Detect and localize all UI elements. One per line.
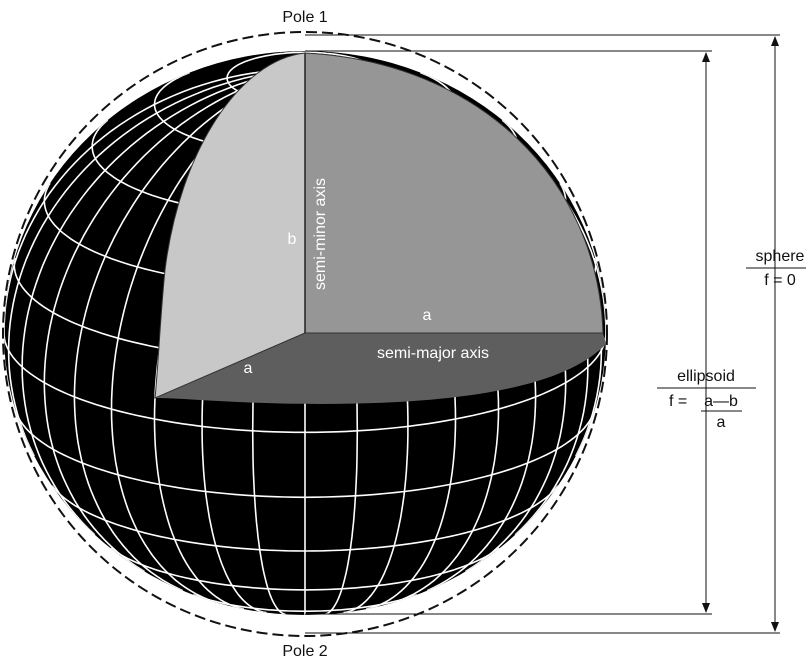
semi-major-axis-label: semi-major axis	[377, 345, 489, 362]
a-horizontal-label: a	[423, 307, 432, 324]
sphere-formula: f = 0	[764, 272, 796, 289]
reference-sphere-outline	[2, 31, 608, 637]
parallel-line	[192, 594, 418, 612]
ellipsoid-denominator: a	[717, 414, 726, 431]
a-diagonal-label: a	[244, 360, 253, 377]
cutaway-right-face	[304, 52, 604, 334]
meridian-line	[7, 68, 306, 457]
sphere-title: sphere	[756, 248, 805, 265]
semi-minor-axis-label: semi-minor axis	[312, 178, 329, 290]
parallel-line	[110, 547, 500, 591]
meridian-line	[73, 68, 306, 592]
parallel-line	[15, 411, 595, 499]
parallel-line	[51, 485, 559, 552]
b-label: b	[288, 231, 297, 248]
cutaway-left-face	[154, 52, 306, 399]
pole-2-label: Pole 2	[282, 643, 327, 660]
meridian-line	[43, 68, 306, 573]
ellipsoid-dimension-line	[305, 50, 712, 615]
sphere-dimension-line	[305, 34, 780, 634]
ellipsoid-title: ellipsoid	[677, 368, 735, 385]
pole-1-label: Pole 1	[282, 9, 327, 26]
cutaway-floor	[155, 333, 606, 404]
ellipsoid-formula-prefix: f =	[669, 393, 687, 410]
parallel-line	[4, 332, 606, 434]
meridian-line	[21, 68, 306, 536]
ellipsoid-numerator: a—b	[704, 393, 738, 410]
